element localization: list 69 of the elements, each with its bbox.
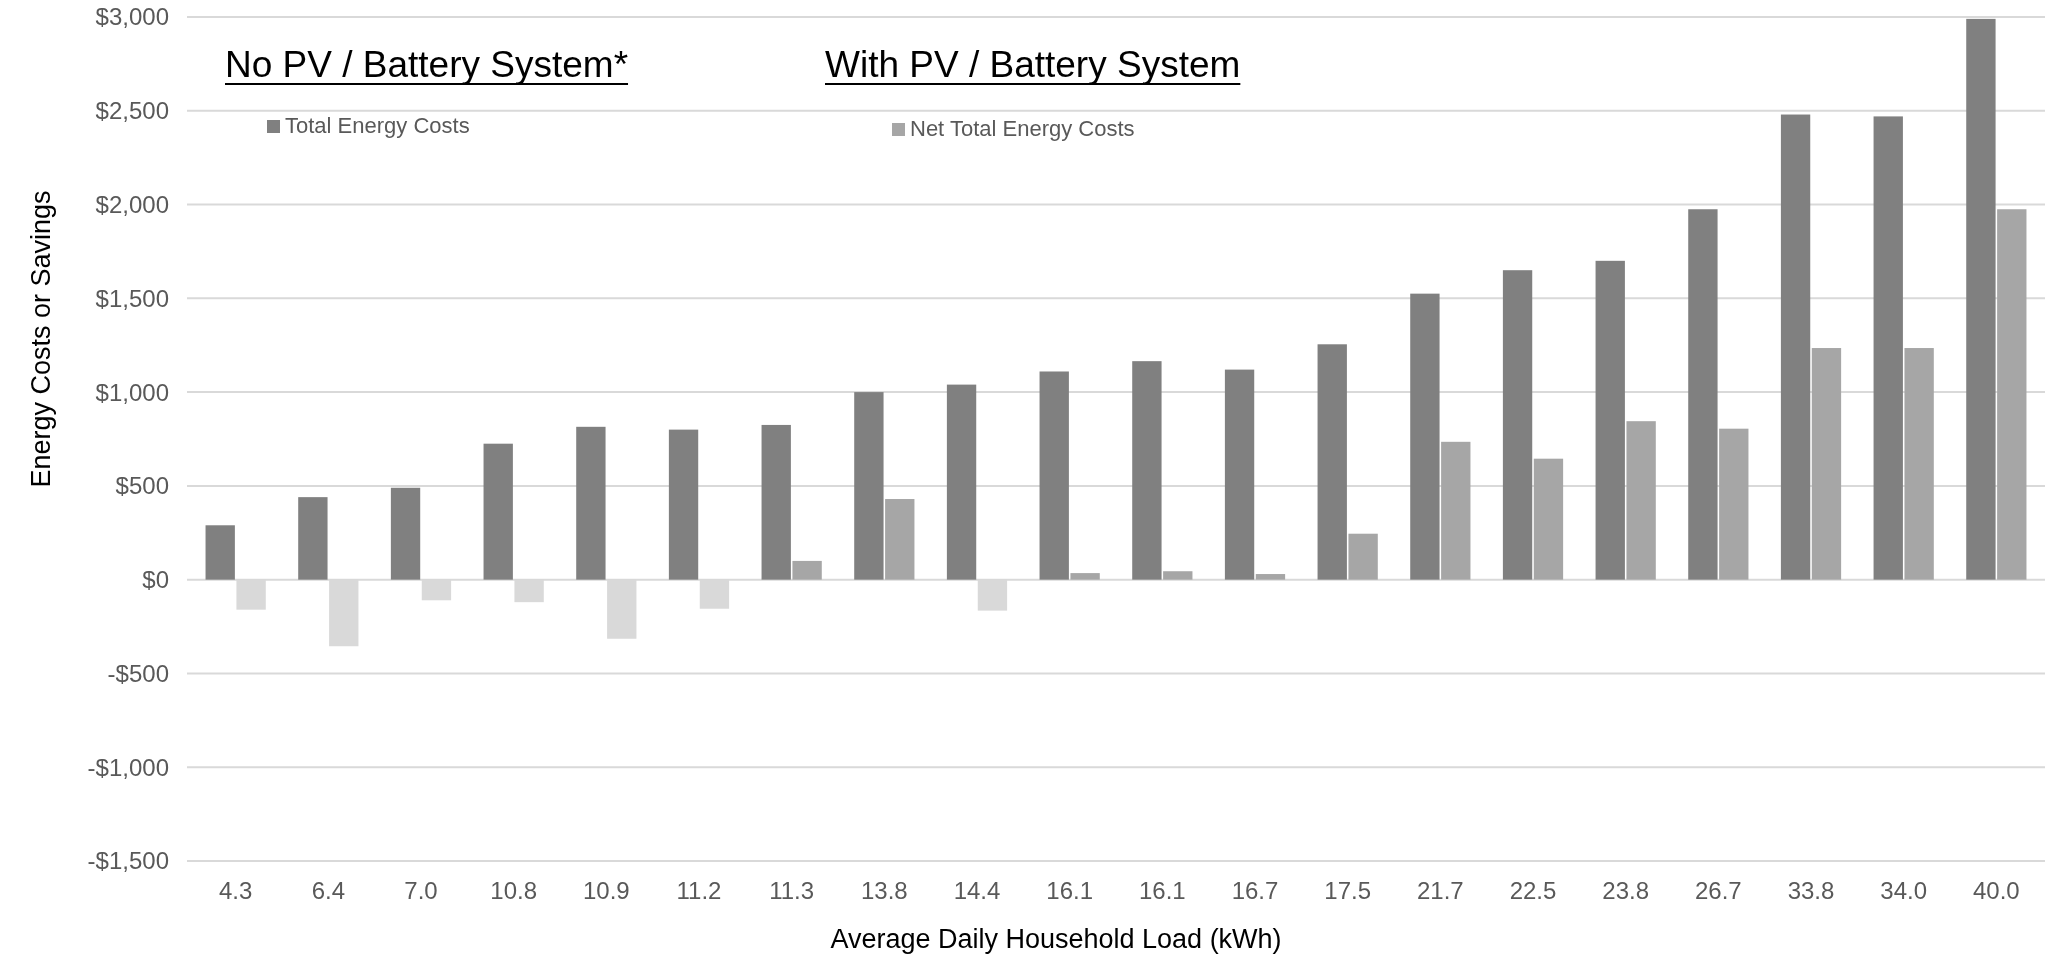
x-tick-label: 16.1 [1046, 877, 1094, 904]
bar [1966, 18, 1996, 580]
bar [1873, 116, 1903, 580]
x-tick-label: 11.2 [676, 877, 722, 904]
bar [1533, 458, 1564, 580]
bar [483, 443, 513, 580]
x-tick-label: 11.3 [769, 877, 815, 904]
annotation: With PV / Battery System [825, 44, 1241, 85]
x-axis-title: Average Daily Household Load (kWh) [830, 924, 1282, 954]
bar [1039, 371, 1069, 580]
bar [1502, 270, 1533, 580]
bar [668, 429, 699, 580]
y-tick-label: $2,500 [95, 97, 169, 125]
bar [1997, 209, 2027, 580]
bar [298, 497, 328, 580]
x-tick-label: 21.7 [1416, 877, 1464, 904]
bar [1317, 344, 1347, 580]
bar [1688, 209, 1718, 580]
bar [1163, 571, 1193, 580]
bar [761, 424, 791, 580]
bar [1224, 369, 1255, 580]
bar [946, 384, 977, 580]
bar [1441, 441, 1471, 580]
bar [1595, 260, 1625, 580]
bar [576, 426, 606, 580]
y-tick-label: -$1,000 [87, 753, 169, 781]
x-tick-label: 14.4 [953, 877, 1001, 904]
x-tick-label: 10.9 [582, 877, 630, 904]
y-tick-label: -$500 [107, 659, 169, 687]
y-tick-label: $3,000 [95, 3, 169, 31]
bar [1811, 348, 1842, 580]
bar [1132, 361, 1162, 580]
annotation: No PV / Battery System* [225, 44, 629, 85]
x-tick-label: 34.0 [1880, 877, 1928, 904]
x-tick-label: 17.5 [1324, 877, 1372, 904]
x-tick-label: 23.8 [1602, 877, 1650, 904]
bar [1780, 114, 1811, 580]
bar [1410, 293, 1440, 580]
x-tick-label: 10.8 [490, 877, 538, 904]
x-tick-label: 26.7 [1694, 877, 1742, 904]
bar [1070, 573, 1100, 580]
x-tick-label: 7.0 [404, 877, 438, 904]
x-tick-label: 33.8 [1787, 877, 1835, 904]
y-tick-label: $0 [142, 566, 169, 594]
x-tick-label: 40.0 [1972, 877, 2020, 904]
bar [854, 392, 884, 580]
y-tick-label: $1,500 [95, 284, 169, 312]
bar [1719, 428, 1749, 580]
bar [1626, 421, 1656, 580]
y-tick-label: -$1,500 [87, 847, 169, 875]
legend-label: Net Total Energy Costs [910, 116, 1135, 141]
bar [885, 499, 915, 580]
bar [205, 525, 235, 580]
bar [390, 487, 421, 580]
x-tick-label: 22.5 [1509, 877, 1557, 904]
legend-label: Total Energy Costs [285, 113, 470, 138]
x-tick-label: 13.8 [860, 877, 908, 904]
bar [792, 560, 822, 580]
bar [1255, 574, 1286, 580]
y-tick-label: $1,000 [95, 378, 169, 406]
x-tick-label: 16.1 [1138, 877, 1186, 904]
y-tick-label: $2,000 [95, 190, 169, 218]
y-tick-label: $500 [115, 472, 169, 500]
bar [1348, 533, 1378, 580]
x-tick-label: 6.4 [311, 877, 346, 904]
x-tick-label: 4.3 [218, 877, 253, 904]
x-tick-label: 16.7 [1231, 877, 1279, 904]
y-axis-title: Energy Costs or Savings [26, 190, 56, 488]
bar [1904, 348, 1934, 580]
